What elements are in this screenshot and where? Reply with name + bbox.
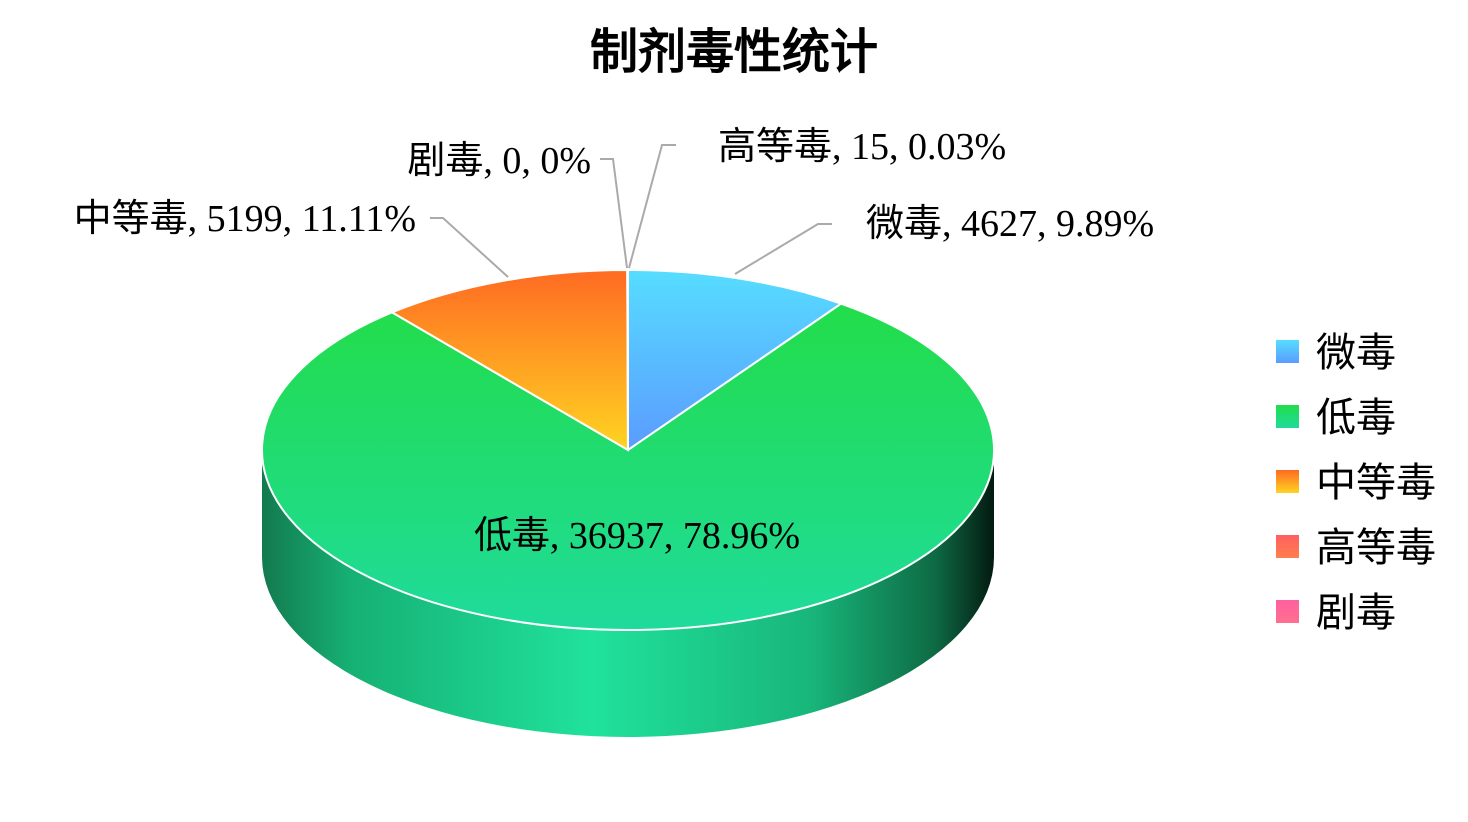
data-label-weidu: 微毒, 4627, 9.89% — [866, 203, 1154, 245]
legend-swatch-0[interactable] — [1276, 340, 1299, 363]
legend-item-1[interactable]: 低毒 — [1316, 395, 1396, 440]
legend-item-0[interactable]: 微毒 — [1316, 330, 1396, 375]
data-label-zhongdengdu: 中等毒, 5199, 11.11% — [74, 198, 416, 240]
leader-line-gaodengdu — [628, 144, 676, 269]
pie-slice-0[interactable] — [627, 268, 844, 452]
chart-title: 制剂毒性统计 — [590, 26, 878, 79]
data-label-gaodengdu: 高等毒, 15, 0.03% — [718, 126, 1006, 168]
pie-slice-3[interactable] — [626, 268, 629, 451]
leader-line-judu — [600, 158, 628, 269]
legend-swatch-4[interactable] — [1276, 600, 1299, 623]
pie-slice-2[interactable] — [389, 268, 630, 452]
legend-item-4[interactable]: 剧毒 — [1316, 590, 1396, 635]
pie-side-wall — [262, 450, 994, 737]
legend-item-3[interactable]: 高等毒 — [1316, 525, 1436, 570]
leader-line-zhongdengdu — [430, 217, 509, 278]
leader-line-weidu — [734, 223, 832, 275]
pie-slice-1[interactable] — [261, 302, 995, 631]
legend-swatch-2[interactable] — [1276, 470, 1299, 493]
legend-swatch-3[interactable] — [1276, 535, 1299, 558]
legend-item-2[interactable]: 中等毒 — [1316, 460, 1436, 505]
data-label-judu: 剧毒, 0, 0% — [407, 140, 591, 182]
legend-swatch-1[interactable] — [1276, 405, 1299, 428]
data-label-didu: 低毒, 36937, 78.96% — [474, 515, 800, 557]
